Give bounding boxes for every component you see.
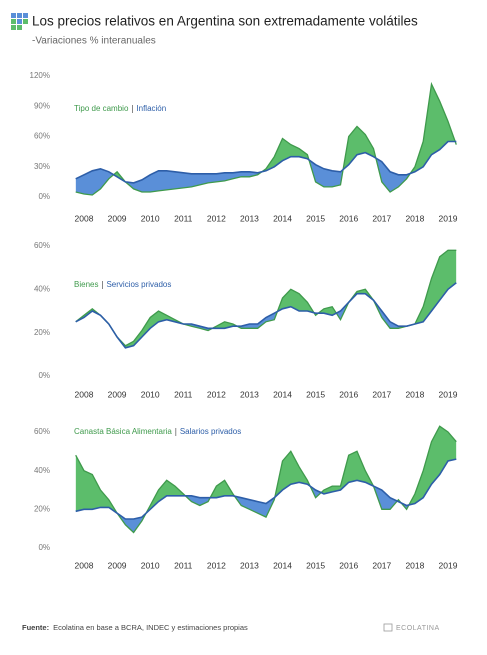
x-tick-label: 2019 <box>439 213 458 223</box>
y-tick-label: 60% <box>34 427 50 436</box>
x-tick-label: 2017 <box>372 389 391 399</box>
x-tick-label: 2008 <box>75 560 94 570</box>
x-tick-label: 2018 <box>405 389 424 399</box>
x-tick-label: 2016 <box>339 389 358 399</box>
x-tick-label: 2010 <box>141 213 160 223</box>
legend-entry: Servicios privados <box>106 280 171 289</box>
x-tick-label: 2013 <box>240 389 259 399</box>
x-tick-label: 2014 <box>273 213 292 223</box>
x-tick-label: 2017 <box>372 213 391 223</box>
x-tick-label: 2018 <box>405 213 424 223</box>
series-line <box>75 140 457 184</box>
x-tick-label: 2010 <box>141 389 160 399</box>
logo-icon <box>11 13 28 30</box>
y-tick-label: 30% <box>34 162 50 171</box>
y-tick-label: 0% <box>38 543 50 552</box>
series-line <box>75 81 457 196</box>
x-tick-label: 2016 <box>339 213 358 223</box>
x-tick-label: 2015 <box>306 213 325 223</box>
legend-entry: Tipo de cambio <box>74 104 129 113</box>
x-tick-label: 2013 <box>240 213 259 223</box>
y-tick-label: 90% <box>34 101 50 110</box>
x-tick-label: 2012 <box>207 389 226 399</box>
series-line <box>75 458 457 520</box>
x-tick-label: 2011 <box>174 560 193 570</box>
legend-entry: Bienes <box>74 280 98 289</box>
y-tick-label: 120% <box>30 71 50 80</box>
x-tick-label: 2015 <box>306 389 325 399</box>
x-tick-label: 2013 <box>240 560 259 570</box>
y-tick-label: 0% <box>38 371 50 380</box>
legend-entry: Canasta Básica Alimentaria <box>74 427 172 436</box>
logo-mark <box>383 623 393 632</box>
y-tick-label: 40% <box>34 284 50 293</box>
x-tick-label: 2008 <box>75 389 94 399</box>
series-line <box>75 282 457 349</box>
y-tick-label: 20% <box>34 328 50 337</box>
x-tick-label: 2012 <box>207 560 226 570</box>
x-tick-label: 2011 <box>174 389 193 399</box>
y-tick-label: 0% <box>38 192 50 201</box>
x-tick-label: 2009 <box>108 560 127 570</box>
x-tick-label: 2010 <box>141 560 160 570</box>
y-tick-label: 60% <box>34 241 50 250</box>
fill-blue <box>75 459 457 533</box>
source-text: Ecolatina en base a BCRA, INDEC y estima… <box>53 623 248 632</box>
fill-blue <box>75 282 457 348</box>
subtitle: -Variaciones % interanuales <box>32 36 156 47</box>
x-tick-label: 2014 <box>273 560 292 570</box>
fill-green <box>75 250 457 348</box>
logo-text: ECOLATINA <box>396 625 440 632</box>
x-tick-label: 2016 <box>339 560 358 570</box>
x-tick-label: 2008 <box>75 213 94 223</box>
y-tick-label: 20% <box>34 504 50 513</box>
source: Fuente: Ecolatina en base a BCRA, INDEC y… <box>22 623 248 632</box>
fill-blue <box>75 141 457 195</box>
series-line <box>75 249 457 347</box>
x-tick-label: 2014 <box>273 389 292 399</box>
series-line <box>75 425 457 534</box>
legend-entry: Inflación <box>136 104 166 113</box>
x-tick-label: 2015 <box>306 560 325 570</box>
x-tick-label: 2011 <box>174 213 193 223</box>
title: Los precios relativos en Argentina son e… <box>32 14 418 29</box>
x-tick-label: 2019 <box>439 560 458 570</box>
x-tick-label: 2009 <box>108 389 127 399</box>
legend-entry: Salarios privados <box>180 427 241 436</box>
y-tick-label: 40% <box>34 466 50 475</box>
x-tick-label: 2009 <box>108 213 127 223</box>
y-tick-label: 60% <box>34 132 50 141</box>
x-tick-label: 2018 <box>405 560 424 570</box>
x-tick-label: 2017 <box>372 560 391 570</box>
source-label: Fuente: <box>22 623 49 632</box>
x-tick-label: 2012 <box>207 213 226 223</box>
x-tick-label: 2019 <box>439 389 458 399</box>
